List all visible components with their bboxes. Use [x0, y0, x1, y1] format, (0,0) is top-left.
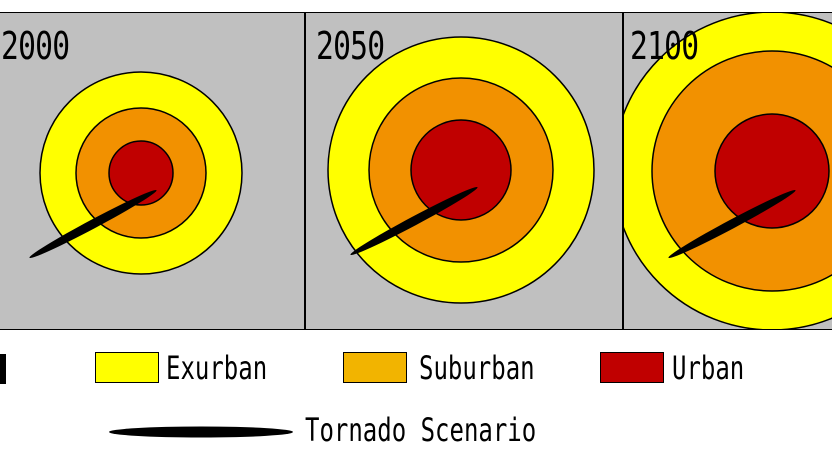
urban-core: [714, 113, 830, 229]
year-label-2100: 2100: [630, 24, 699, 68]
panel-2100-graphic: [624, 13, 832, 329]
legend-swatch-exurban: [95, 352, 159, 383]
panel-2000: 2000: [0, 12, 305, 330]
urban-core: [410, 119, 512, 221]
legend-label-urban: Urban: [672, 349, 745, 387]
year-label-2050: 2050: [316, 24, 385, 68]
year-label-2000: 2000: [1, 24, 70, 68]
legend-label-suburban: Suburban: [419, 349, 535, 387]
legend-tornado-symbol: [109, 426, 293, 438]
legend-swatch-urban: [600, 352, 664, 383]
tornado-path: [668, 189, 796, 259]
panel-2050: 2050: [305, 12, 623, 330]
legend-swatch-suburban: [343, 352, 407, 383]
legend-label-tornado: Tornado Scenario: [305, 411, 537, 449]
panel-2100: 2100: [623, 12, 832, 330]
urban-core: [108, 140, 174, 206]
cropped-legend-mark: [0, 354, 6, 384]
tornado-path: [350, 186, 478, 256]
panel-2000-graphic: [29, 71, 243, 275]
legend-label-exurban: Exurban: [166, 349, 268, 387]
panel-2050-graphic: [327, 36, 595, 304]
tornado-path: [29, 189, 157, 259]
